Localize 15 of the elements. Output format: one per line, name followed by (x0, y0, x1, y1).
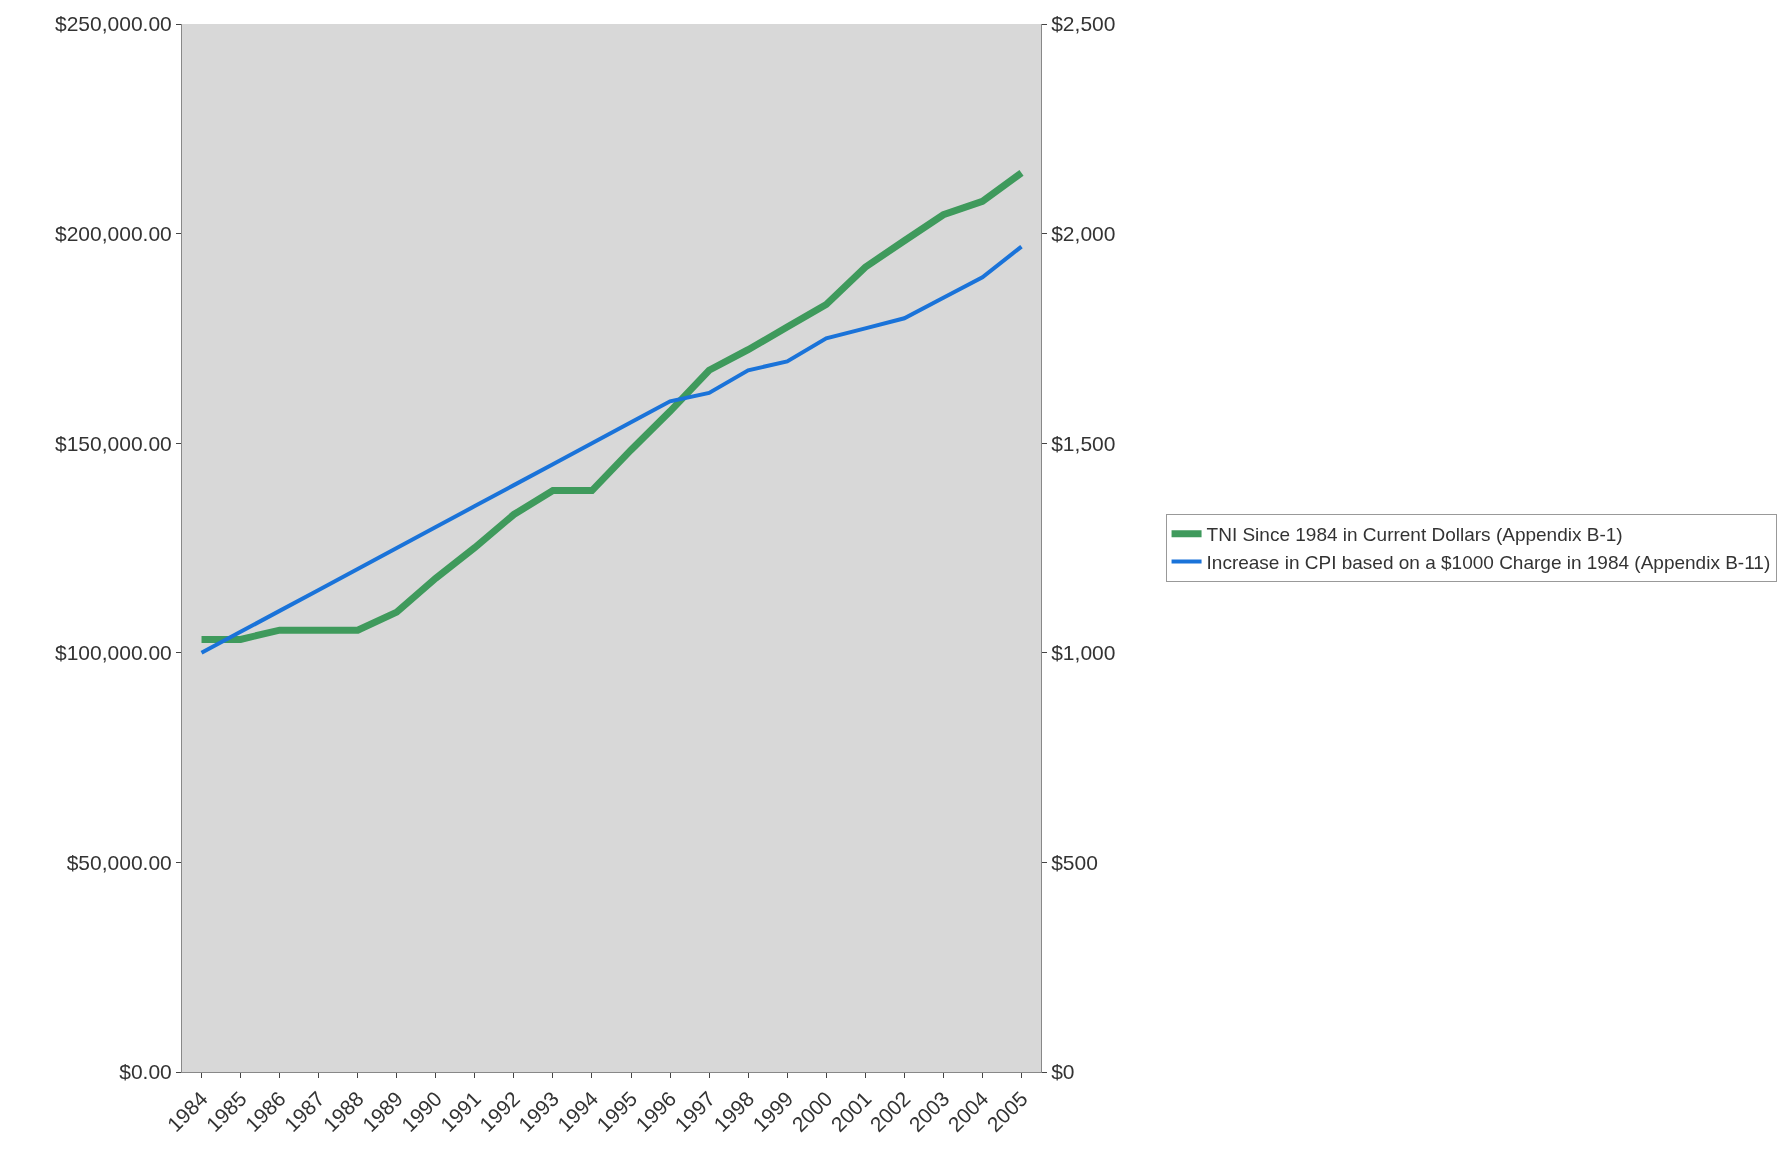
y-tick-label: $250,000.00 (55, 12, 172, 36)
y-tick-label: $50,000.00 (66, 850, 172, 874)
y2-tick-label: $1,000 (1051, 641, 1116, 665)
y2-tick-label: $1,500 (1051, 431, 1116, 455)
y-tick-label: $0.00 (119, 1060, 172, 1084)
y-tick-label: $100,000.00 (55, 641, 172, 665)
legend-label: TNI Since 1984 in Current Dollars (Appendix B-1) (1206, 524, 1623, 546)
line-series (199, 244, 1024, 655)
y-tick-label: $150,000.00 (55, 431, 172, 455)
y2-tick-label: $2,000 (1051, 221, 1116, 245)
y2-tick-label: $500 (1051, 850, 1098, 874)
legend-label: Increase in CPI based on a $1000 Charge in 1984 (Appendix B-11) (1206, 551, 1771, 573)
y2-tick-label: $2,500 (1051, 12, 1116, 36)
y-tick-label: $200,000.00 (55, 221, 172, 245)
y2-tick-label: $0 (1051, 1060, 1075, 1084)
